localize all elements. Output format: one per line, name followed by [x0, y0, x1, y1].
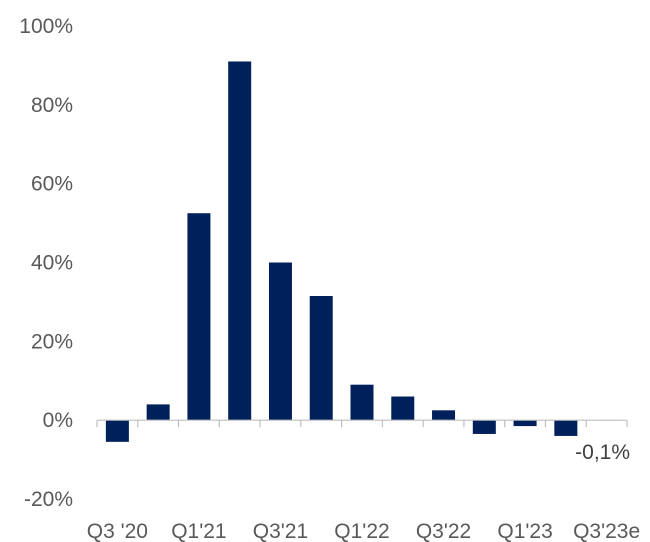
- bar-1: [146, 404, 170, 421]
- data-label: -0,1%: [575, 441, 630, 464]
- y-tick-label: 100%: [19, 15, 73, 38]
- x-tick-label: Q3 '20: [87, 520, 148, 542]
- y-tick-label: 60%: [31, 173, 73, 196]
- x-tick-label: Q1'23: [497, 520, 552, 542]
- y-tick-label: 80%: [31, 94, 73, 117]
- bar-7: [391, 396, 415, 421]
- y-tick-label: 20%: [31, 330, 73, 353]
- x-axis-tick-labels: Q3 '20 Q1'21 Q3'21 Q1'22 Q3'22 Q1'23 Q3'23e: [87, 520, 640, 542]
- bar-6: [350, 384, 374, 421]
- bar-3: [228, 61, 252, 421]
- bar-5: [309, 296, 333, 421]
- data-labels: -0,1%: [575, 441, 630, 464]
- y-tick-label: 40%: [31, 252, 73, 275]
- bar-2: [187, 213, 211, 421]
- x-axis: [96, 419, 628, 428]
- x-tick-label: Q3'23e: [573, 520, 640, 542]
- bar-series: [105, 61, 619, 442]
- bar-8: [432, 410, 456, 421]
- bar-4: [268, 262, 292, 421]
- x-tick-label: Q3'21: [253, 520, 308, 542]
- x-tick-label: Q1'22: [334, 520, 389, 542]
- x-tick-label: Q3'22: [416, 520, 471, 542]
- bar-0: [105, 420, 129, 442]
- bar-10: [513, 420, 537, 427]
- y-tick-label: 0%: [43, 409, 73, 432]
- y-axis-tick-labels: 100% 80% 60% 40% 20% 0% -20%: [19, 15, 73, 511]
- bar-9: [472, 420, 496, 434]
- y-tick-label: -20%: [24, 488, 73, 511]
- x-tick-label: Q1'21: [171, 520, 226, 542]
- bar-11: [554, 420, 578, 436]
